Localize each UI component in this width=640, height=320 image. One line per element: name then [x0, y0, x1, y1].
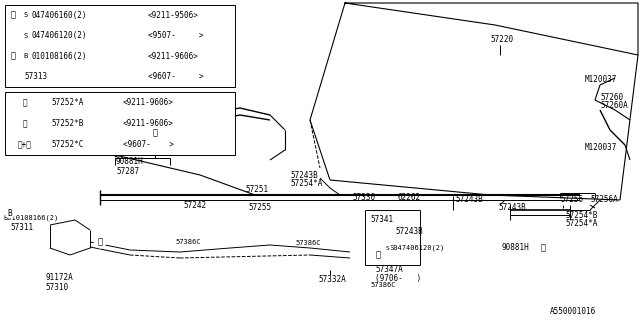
Text: (9706-   ): (9706- ) [375, 275, 421, 284]
Text: 57313: 57313 [24, 72, 47, 81]
Text: ②: ② [10, 52, 15, 61]
Text: 57243B: 57243B [455, 196, 483, 204]
Text: 57330: 57330 [352, 194, 375, 203]
Text: 57310: 57310 [45, 284, 68, 292]
Circle shape [22, 11, 31, 20]
Text: <9507-     >: <9507- > [148, 31, 204, 40]
Circle shape [372, 249, 384, 261]
Text: S: S [24, 12, 28, 18]
Text: 57243B: 57243B [395, 228, 423, 236]
Circle shape [94, 236, 106, 248]
Text: 57251: 57251 [245, 186, 268, 195]
Bar [5, 92, 235, 155]
Circle shape [22, 31, 31, 40]
Circle shape [5, 208, 15, 218]
Text: B: B [8, 209, 12, 218]
Text: 57311: 57311 [10, 223, 33, 233]
Text: S: S [385, 245, 389, 251]
Text: 91172A: 91172A [45, 274, 73, 283]
Text: 57256: 57256 [560, 196, 583, 204]
Text: 57260A: 57260A [600, 101, 628, 110]
Bar [5, 5, 235, 87]
Circle shape [383, 244, 391, 252]
Text: M120037: M120037 [585, 76, 618, 84]
Circle shape [22, 52, 31, 61]
Text: <9211-9606>: <9211-9606> [148, 52, 199, 61]
Text: ③: ③ [22, 98, 28, 107]
Text: 010108166(2): 010108166(2) [32, 52, 88, 61]
Text: ④: ④ [22, 119, 28, 128]
Text: ②: ② [97, 237, 102, 246]
Text: ①: ① [376, 251, 381, 260]
Text: 047406120(2): 047406120(2) [32, 31, 88, 40]
Text: B: B [24, 53, 28, 59]
Text: <9211-9606>: <9211-9606> [123, 98, 174, 107]
Text: 57332A: 57332A [318, 276, 346, 284]
Text: 62262: 62262 [398, 194, 421, 203]
Text: 57254*B: 57254*B [565, 211, 597, 220]
Text: 57254*A: 57254*A [290, 180, 323, 188]
Text: 57243B: 57243B [290, 171, 317, 180]
Text: <9211-9506>: <9211-9506> [148, 11, 199, 20]
Text: B010108166(2): B010108166(2) [3, 215, 58, 221]
Text: 57252*A: 57252*A [51, 98, 84, 107]
Text: ①: ① [10, 11, 15, 20]
Circle shape [149, 127, 161, 139]
Text: S047406120(2): S047406120(2) [390, 245, 445, 251]
Circle shape [326, 278, 333, 285]
Text: S: S [24, 33, 28, 39]
Text: <9607-     >: <9607- > [148, 72, 204, 81]
Text: 57255: 57255 [248, 204, 271, 212]
Text: 57252*C: 57252*C [51, 140, 84, 149]
Text: 57386C: 57386C [370, 282, 396, 288]
Text: A550001016: A550001016 [550, 308, 596, 316]
Circle shape [7, 9, 19, 21]
Text: M120037: M120037 [585, 143, 618, 153]
Text: <9607-    >: <9607- > [123, 140, 174, 149]
Text: 57341: 57341 [370, 215, 393, 225]
Text: 57242: 57242 [183, 201, 206, 210]
Text: 57254*A: 57254*A [565, 220, 597, 228]
Text: 90881H: 90881H [502, 244, 530, 252]
Text: 57386C: 57386C [175, 239, 200, 245]
Text: 90881H: 90881H [116, 157, 144, 166]
Text: ③+④: ③+④ [18, 140, 32, 149]
Text: 57252*B: 57252*B [51, 119, 84, 128]
Text: ③: ③ [152, 129, 157, 138]
Text: 57243B: 57243B [498, 204, 525, 212]
Text: ④: ④ [541, 244, 545, 252]
Text: 57256A: 57256A [590, 196, 618, 204]
Text: 57386C: 57386C [295, 240, 321, 246]
Text: 57220: 57220 [490, 36, 513, 44]
Circle shape [7, 50, 19, 62]
Text: 047406160(2): 047406160(2) [32, 11, 88, 20]
Text: 57260: 57260 [600, 92, 623, 101]
Text: 57347A: 57347A [375, 266, 403, 275]
Circle shape [537, 242, 549, 254]
Text: 57287: 57287 [116, 166, 139, 175]
Text: <9211-9606>: <9211-9606> [123, 119, 174, 128]
